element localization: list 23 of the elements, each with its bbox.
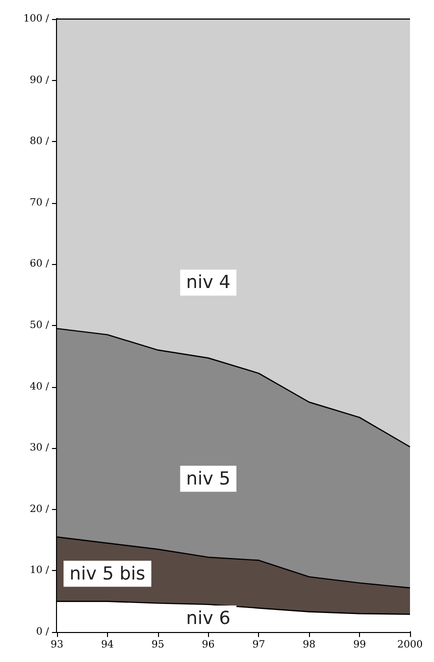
y-tick-label: 20 / bbox=[30, 504, 50, 515]
y-tick-label: 70 / bbox=[30, 197, 50, 208]
series-label: niv 5 bbox=[186, 468, 230, 490]
y-tick-label: 60 / bbox=[30, 258, 50, 270]
series-label: niv 5 bis bbox=[70, 563, 146, 584]
y-tick-label: 30 / bbox=[30, 442, 50, 454]
x-tick-label: 98 bbox=[302, 640, 316, 650]
x-tick-label: 2000 bbox=[397, 640, 423, 650]
x-tick-label: 94 bbox=[101, 640, 114, 650]
y-tick-label: 80 / bbox=[30, 136, 50, 148]
x-tick-label: 93 bbox=[50, 640, 64, 650]
y-tick-label: 100 / bbox=[23, 14, 50, 24]
series-label: niv 4 bbox=[186, 272, 230, 294]
x-tick-label: 97 bbox=[252, 640, 266, 650]
x-tick-label: 99 bbox=[353, 640, 366, 650]
x-tick-label: 96 bbox=[202, 640, 215, 650]
y-tick-label: 50 / bbox=[30, 320, 50, 331]
y-tick-label: 40 / bbox=[30, 381, 50, 392]
y-tick-label: 90 / bbox=[30, 74, 50, 86]
y-tick-label: 0 / bbox=[36, 626, 50, 638]
series-label: niv 6 bbox=[186, 608, 230, 630]
y-tick-label: 10 / bbox=[30, 565, 50, 576]
x-tick-label: 95 bbox=[151, 640, 164, 650]
